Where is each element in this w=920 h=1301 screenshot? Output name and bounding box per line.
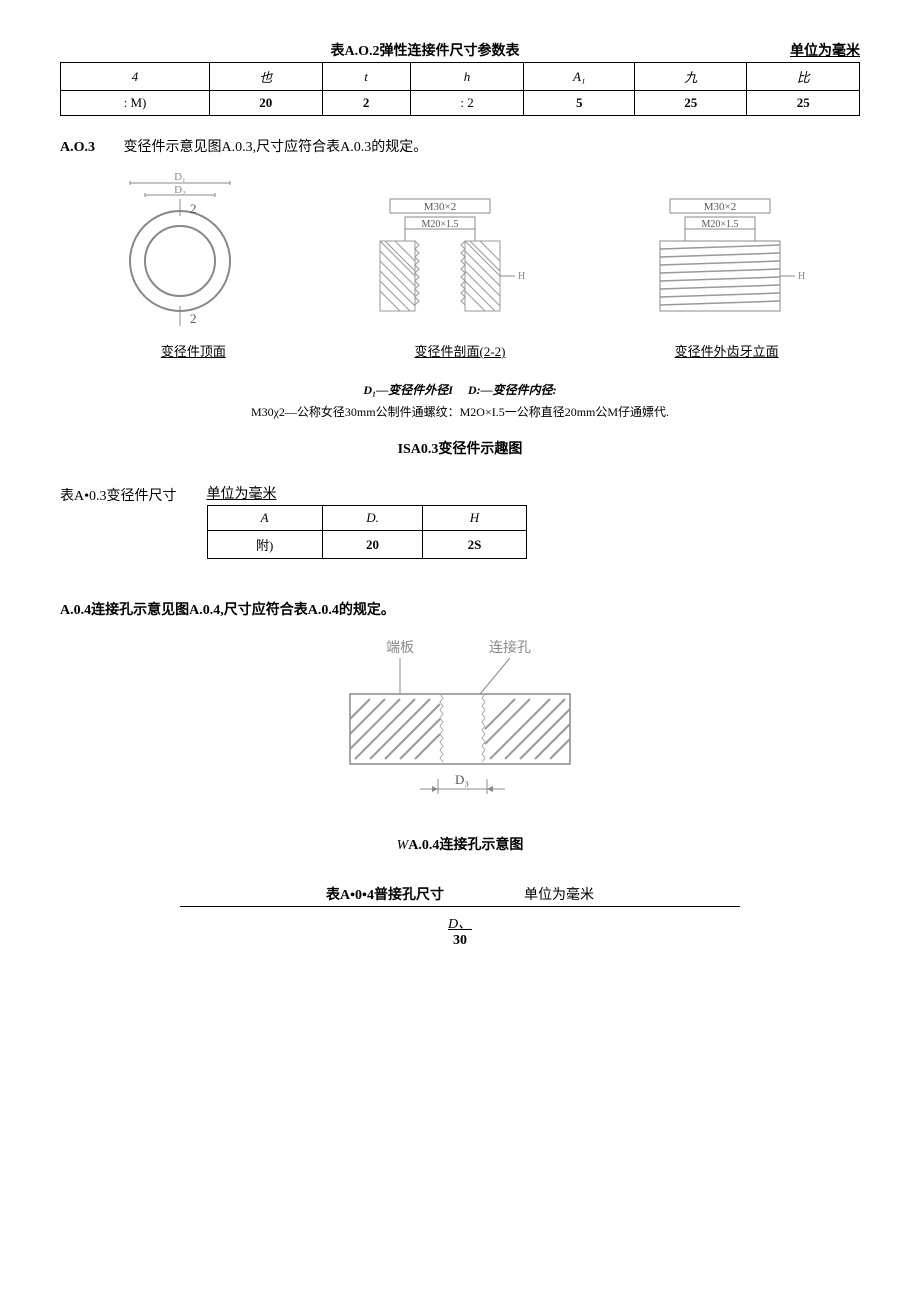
legend-part: M30χ2—公称女径30mm公制件通螺纹：M2O×I.5一公称直径20mm公M仔…: [251, 405, 669, 419]
table-cell: 附): [207, 531, 322, 559]
table-a03-wrap: 表A•0.3变径件尺寸 单位为毫米 A D. H 附) 20 2S: [60, 483, 860, 579]
table-a03-label-text: 表A•0.3变径件尺寸: [60, 489, 177, 504]
fig-a03-captions: 变径件顶面 变径件剖面(2-2) 变径件外齿牙立面: [60, 341, 860, 360]
table-a02-title-row: 表A.O.2弹性连接件尺寸参数表 单位为毫米: [60, 40, 860, 60]
fig-external-thread: M30×2 M20×1.5 H: [630, 191, 810, 336]
table-cell: : 2: [410, 91, 524, 116]
thread-label: M20×1.5: [421, 219, 458, 230]
dim-label: H: [798, 271, 805, 282]
fig-section-view: M30×2 M20×1.5 H: [350, 191, 530, 336]
legend-part: D₁—变径件外径I: [363, 383, 453, 397]
figure-a03-row: D₁ D₂ 2 2 M30×2 M20×1.5: [60, 171, 860, 336]
table-cell: : M): [61, 91, 210, 116]
section-a03-num: A.O.3: [60, 140, 120, 156]
dim-label: H: [518, 271, 525, 282]
table-header: 4: [61, 63, 210, 91]
table-cell: 20: [210, 91, 323, 116]
fig-a03-legend: D₁—变径件外径I D:—变径件内径: M30χ2—公称女径30mm公制件通螺纹…: [60, 380, 860, 423]
table-header: A₁: [524, 63, 634, 91]
dim-label: D₃: [455, 772, 469, 787]
table-cell: 25: [747, 91, 860, 116]
fig-caption: 变径件剖面(2-2): [340, 341, 580, 360]
fig-a04-title-text: A.0.4连接孔示意图: [408, 838, 523, 853]
table-a02-title: 表A.O.2弹性连接件尺寸参数表: [60, 40, 790, 60]
fig-label: 连接孔: [489, 639, 531, 656]
fig-a04: 端板 连接孔: [60, 634, 860, 819]
fig-caption: 变径件顶面: [73, 341, 313, 360]
table-cell: 2S: [423, 531, 526, 559]
table-header: h: [410, 63, 524, 91]
table-cell: 2: [322, 91, 410, 116]
table-row: 附) 20 2S: [207, 531, 526, 559]
dim-label: D₂: [174, 184, 186, 196]
table-a04-title-row: 表A•0•4普接孔尺寸 单位为毫米: [180, 884, 740, 907]
table-cell: 20: [322, 531, 423, 559]
dim-label: D₁: [174, 171, 186, 183]
fig-a04-title: WA.0.4连接孔示意图: [60, 834, 860, 854]
table-header: H: [423, 506, 526, 531]
table-header: 比: [747, 63, 860, 91]
legend-part: D:—变径件内径:: [468, 383, 557, 397]
thread-label: M30×2: [704, 201, 736, 213]
table-a03: A D. H 附) 20 2S: [207, 505, 527, 559]
fig-a03-title: ISA0.3变径件示趣图: [60, 438, 860, 458]
table-row: A D. H: [207, 506, 526, 531]
table-a03-label: 表A•0.3变径件尺寸: [60, 483, 177, 505]
section-a04-head: A.0.4连接孔示意见图A.0.4,尺寸应符合表A.0.4的规定。: [60, 599, 860, 619]
section-a03-head: A.O.3 变径件示意见图A.0.3,尺寸应符合表A.0.3的规定。: [60, 136, 860, 156]
table-header: A: [207, 506, 322, 531]
table-a02-unit: 单位为毫米: [790, 40, 860, 60]
fig-top-view: D₁ D₂ 2 2: [110, 171, 250, 336]
section-mark: 2: [190, 311, 197, 326]
table-cell: 25: [634, 91, 747, 116]
table-cell: 5: [524, 91, 634, 116]
table-a04-body: D、 30: [60, 913, 860, 949]
table-header: t: [322, 63, 410, 91]
thread-label: M30×2: [424, 201, 456, 213]
section-a03-text: 变径件示意见图A.0.3,尺寸应符合表A.0.3的规定。: [124, 140, 428, 155]
table-a04-title: 表A•0•4普接孔尺寸: [326, 884, 444, 904]
table-header: D.: [322, 506, 423, 531]
section-mark: 2: [190, 201, 197, 216]
fig-a04-prefix: W: [397, 838, 409, 853]
table-a04-val: 30: [453, 933, 467, 948]
table-a03-unit: 单位为毫米: [207, 483, 527, 503]
table-header: 九: [634, 63, 747, 91]
table-a02: 4 也 t h A₁ 九 比 : M) 20 2 : 2 5 25 25: [60, 62, 860, 116]
fig-label: 端板: [386, 640, 414, 656]
thread-label: M20×1.5: [701, 219, 738, 230]
table-row: : M) 20 2 : 2 5 25 25: [61, 91, 860, 116]
table-header: 也: [210, 63, 323, 91]
table-a04-sym: D、: [448, 917, 472, 932]
table-row: 4 也 t h A₁ 九 比: [61, 63, 860, 91]
table-a04-unit: 单位为毫米: [524, 884, 594, 904]
fig-caption: 变径件外齿牙立面: [607, 341, 847, 360]
section-a04-text: A.0.4连接孔示意见图A.0.4,尺寸应符合表A.0.4的规定。: [60, 603, 395, 618]
